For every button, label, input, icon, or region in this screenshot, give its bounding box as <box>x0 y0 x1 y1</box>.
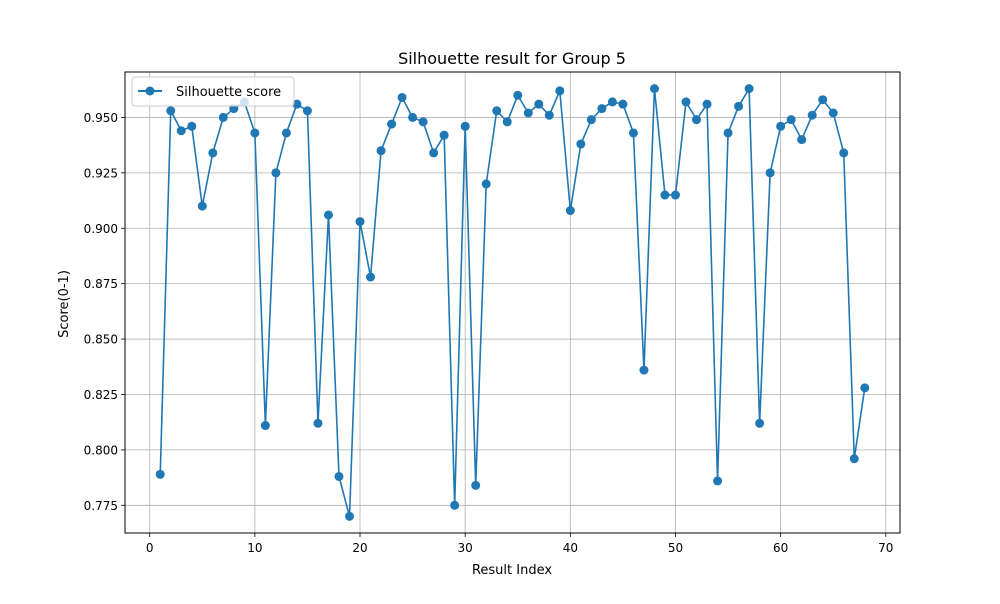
data-point <box>513 90 523 100</box>
data-point <box>576 139 586 149</box>
legend-marker <box>145 86 155 96</box>
data-point <box>797 135 807 145</box>
data-point <box>471 480 481 490</box>
data-point <box>618 99 628 109</box>
data-point <box>534 99 544 109</box>
data-point <box>807 110 817 120</box>
x-tick-label: 0 <box>146 541 154 555</box>
y-tick-label: 0.925 <box>84 166 118 180</box>
grid-lines <box>125 72 900 533</box>
data-point <box>670 190 680 200</box>
data-point <box>849 454 859 464</box>
data-point <box>828 108 838 118</box>
data-point <box>292 99 302 109</box>
data-point <box>765 168 775 178</box>
data-point <box>313 418 323 428</box>
x-tick-label: 70 <box>878 541 893 555</box>
data-point <box>218 112 228 122</box>
y-tick-label: 0.900 <box>84 222 118 236</box>
chart-title: Silhouette result for Group 5 <box>398 49 626 68</box>
data-point <box>260 421 270 431</box>
data-point <box>408 112 418 122</box>
y-tick-label: 0.875 <box>84 277 118 291</box>
x-tick-label: 20 <box>352 541 367 555</box>
data-point <box>176 126 186 136</box>
data-point <box>187 121 197 131</box>
data-point <box>155 469 165 479</box>
data-point <box>702 99 712 109</box>
data-point <box>607 97 617 107</box>
data-point <box>481 179 491 189</box>
y-tick-label: 0.775 <box>84 499 118 513</box>
data-point <box>250 128 260 138</box>
data-point <box>586 115 596 125</box>
data-point <box>523 108 533 118</box>
data-point <box>786 115 796 125</box>
data-point <box>744 84 754 94</box>
data-point <box>660 190 670 200</box>
data-point <box>323 210 333 220</box>
data-point <box>439 130 449 140</box>
series-layer <box>155 84 870 521</box>
data-point <box>208 148 218 158</box>
data-point <box>502 117 512 127</box>
data-point <box>281 128 291 138</box>
x-tick-label: 10 <box>247 541 262 555</box>
data-point <box>366 272 376 282</box>
data-point <box>418 117 428 127</box>
data-point <box>376 146 386 156</box>
data-point <box>166 106 176 116</box>
legend-box <box>131 76 295 107</box>
data-point <box>450 500 460 510</box>
data-point <box>649 84 659 94</box>
x-tick-label: 30 <box>458 541 473 555</box>
data-point <box>755 418 765 428</box>
data-point <box>492 106 502 116</box>
data-point <box>555 86 565 96</box>
x-tick-label: 40 <box>563 541 578 555</box>
data-point <box>460 121 470 131</box>
x-tick-label: 50 <box>668 541 683 555</box>
data-point <box>692 115 702 125</box>
data-point <box>776 121 786 131</box>
y-axis-label: Score(0-1) <box>57 270 72 338</box>
data-point <box>723 128 733 138</box>
legend: Silhouette score <box>131 76 295 107</box>
data-point <box>628 128 638 138</box>
y-tick-label: 0.825 <box>84 388 118 402</box>
plot-frame <box>124 71 901 534</box>
data-point <box>345 511 355 521</box>
axis-ticks: 0 10 20 30 40 50 60 70 0.775 0.800 0.825 0.850 0.875… <box>84 111 894 555</box>
data-point <box>334 471 344 481</box>
data-point <box>565 206 575 216</box>
data-point <box>713 476 723 486</box>
y-tick-label: 0.800 <box>84 443 118 457</box>
data-point <box>734 101 744 111</box>
data-point <box>597 104 607 114</box>
data-point <box>271 168 281 178</box>
legend-label: Silhouette score <box>176 85 281 100</box>
data-point <box>302 106 312 116</box>
data-point <box>197 201 207 211</box>
data-point <box>355 217 365 227</box>
data-point <box>387 119 397 129</box>
data-point <box>639 365 649 375</box>
data-point <box>860 383 870 393</box>
data-point <box>544 110 554 120</box>
y-tick-label: 0.850 <box>84 333 118 347</box>
y-tick-label: 0.950 <box>84 111 118 125</box>
x-axis-label: Result Index <box>472 563 552 578</box>
data-point <box>429 148 439 158</box>
data-point <box>397 92 407 102</box>
data-point <box>681 97 691 107</box>
data-point <box>839 148 849 158</box>
data-point <box>818 95 828 105</box>
x-tick-label: 60 <box>773 541 788 555</box>
